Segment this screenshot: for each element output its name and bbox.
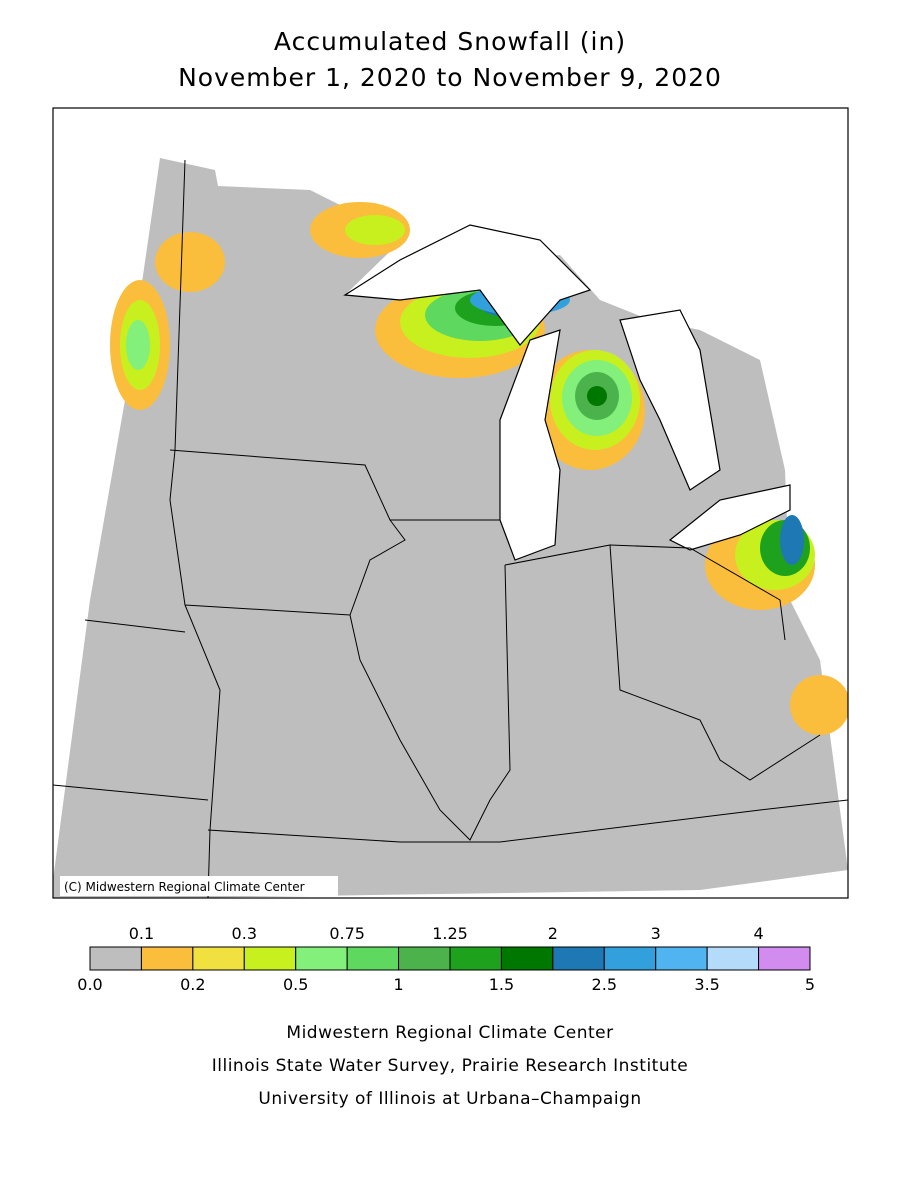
legend-swatch bbox=[192, 946, 245, 971]
subtitle: November 1, 2020 to November 9, 2020 bbox=[178, 63, 722, 92]
legend-label: 3.5 bbox=[694, 975, 719, 994]
legend-label: 0.1 bbox=[129, 924, 154, 943]
legend-swatch bbox=[295, 946, 348, 971]
legend-swatch bbox=[89, 946, 142, 971]
title: Accumulated Snowfall (in) bbox=[274, 27, 626, 56]
legend-label: 5 bbox=[805, 975, 815, 994]
legend-label: 1.25 bbox=[432, 924, 468, 943]
legend-label: 4 bbox=[753, 924, 763, 943]
legend-label: 0.0 bbox=[77, 975, 102, 994]
legend-swatch bbox=[706, 946, 760, 971]
boundaries bbox=[53, 159, 848, 898]
legend-label: 0.2 bbox=[180, 975, 205, 994]
legend-swatch bbox=[243, 946, 297, 971]
legend-swatch bbox=[603, 946, 657, 971]
legend-swatch bbox=[449, 946, 502, 971]
legend: 0.0 0.1 0.2 0.3 0.5 0.75 1 1.25 1.5 2 2.5 3 3.5 4 5 bbox=[77, 924, 815, 994]
legend-swatch bbox=[346, 946, 400, 971]
legend-swatch bbox=[552, 946, 605, 971]
legend-label: 0.5 bbox=[283, 975, 308, 994]
footer-line: University of Illinois at Urbana–Champai… bbox=[258, 1089, 641, 1109]
map-frame bbox=[52, 107, 849, 899]
legend-swatch bbox=[500, 946, 554, 971]
copyright: (C) Midwestern Regional Climate Center bbox=[64, 880, 305, 894]
legend-label: 2.5 bbox=[592, 975, 617, 994]
legend-swatch bbox=[758, 946, 811, 971]
legend-label: 0.75 bbox=[329, 924, 365, 943]
footer-line: Illinois State Water Survey, Prairie Res… bbox=[212, 1056, 688, 1076]
legend-label: 0.3 bbox=[232, 924, 257, 943]
legend-swatch bbox=[140, 946, 194, 971]
copyright-box bbox=[60, 876, 338, 896]
legend-label: 1.5 bbox=[489, 975, 514, 994]
legend-label: 3 bbox=[651, 924, 661, 943]
legend-swatch bbox=[655, 946, 708, 971]
lakes bbox=[343, 224, 791, 561]
footer-line: Midwestern Regional Climate Center bbox=[286, 1023, 613, 1043]
map: (C) Midwestern Regional Climate Center bbox=[52, 107, 849, 899]
legend-label: 2 bbox=[548, 924, 558, 943]
legend-label: 1 bbox=[393, 975, 403, 994]
legend-swatch bbox=[398, 946, 451, 971]
